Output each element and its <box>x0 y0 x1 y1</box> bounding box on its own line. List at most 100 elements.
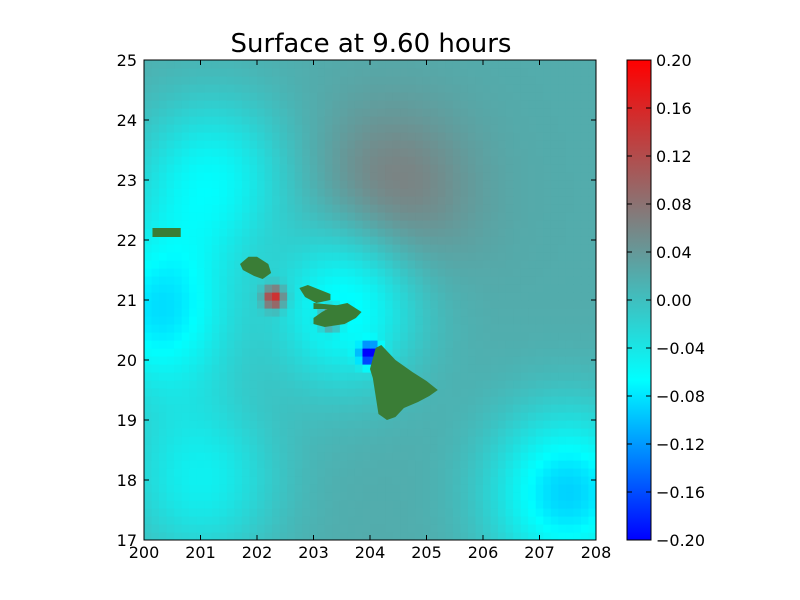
heatmap-cell <box>347 124 356 133</box>
heatmap-cell <box>588 92 596 101</box>
heatmap-cell <box>249 292 258 301</box>
heatmap-cell <box>392 172 401 181</box>
heatmap-cell <box>452 268 461 277</box>
heatmap-cell <box>196 84 205 93</box>
heatmap-cell <box>565 132 574 141</box>
heatmap-cell <box>294 436 303 445</box>
heatmap-cell <box>302 228 311 237</box>
heatmap-cell <box>309 260 318 269</box>
heatmap-cell <box>580 356 590 365</box>
heatmap-cell <box>241 132 251 141</box>
heatmap-cell <box>483 524 492 533</box>
heatmap-cell <box>309 140 318 149</box>
heatmap-cell <box>415 308 424 317</box>
heatmap-cell <box>347 204 356 213</box>
heatmap-cell <box>174 132 183 141</box>
heatmap-cell <box>362 196 371 205</box>
heatmap-cell <box>241 252 251 261</box>
heatmap-cell <box>498 476 507 485</box>
heatmap-cell <box>445 276 454 285</box>
heatmap-cell <box>249 316 258 325</box>
heatmap-cell <box>415 500 424 509</box>
heatmap-cell <box>279 396 288 405</box>
heatmap-cell <box>452 356 461 365</box>
heatmap-cell <box>362 140 371 149</box>
heatmap-cell <box>588 68 596 77</box>
heatmap-cell <box>226 84 235 93</box>
heatmap-cell <box>513 460 522 469</box>
x-tick-label: 205 <box>411 543 442 562</box>
heatmap-cell <box>309 420 318 429</box>
heatmap-cell <box>467 68 477 77</box>
heatmap-cell <box>385 276 394 285</box>
heatmap-cell <box>309 460 318 469</box>
heatmap-cell <box>226 108 235 117</box>
heatmap-cell <box>234 220 243 229</box>
heatmap-cell <box>422 324 431 333</box>
heatmap-cell <box>385 420 394 429</box>
heatmap-cell <box>445 316 454 325</box>
heatmap-cell <box>272 172 281 181</box>
heatmap-cell <box>445 332 454 341</box>
heatmap-cell <box>219 60 228 69</box>
heatmap-cell <box>445 164 454 173</box>
heatmap-cell <box>498 156 507 165</box>
heatmap-cell <box>174 460 183 469</box>
heatmap-cell <box>219 524 228 533</box>
heatmap-cell <box>257 428 266 437</box>
heatmap-cell <box>580 532 590 540</box>
heatmap-cell <box>483 396 492 405</box>
heatmap-cell <box>490 356 499 365</box>
heatmap-cell <box>580 204 590 213</box>
heatmap-cell <box>151 108 160 117</box>
heatmap-cell <box>422 436 431 445</box>
heatmap-cell <box>370 532 379 540</box>
heatmap-cell <box>339 76 348 85</box>
heatmap-cell <box>445 428 454 437</box>
heatmap-cell <box>144 204 153 213</box>
heatmap-cell <box>452 188 461 197</box>
colorbar: −0.20−0.16−0.12−0.08−0.040.000.040.080.1… <box>626 51 705 550</box>
heatmap-cell <box>362 452 371 461</box>
heatmap-cell <box>550 260 559 269</box>
heatmap-cell <box>588 260 596 269</box>
heatmap-cell <box>317 460 326 469</box>
heatmap-cell <box>445 348 454 357</box>
heatmap-cell <box>219 228 228 237</box>
heatmap-cell <box>181 532 190 540</box>
heatmap-cell <box>241 468 251 477</box>
heatmap-cell <box>588 484 596 493</box>
heatmap-cell <box>309 452 318 461</box>
heatmap-cell <box>430 300 439 309</box>
heatmap-cell <box>166 252 175 261</box>
heatmap-cell <box>400 252 409 261</box>
heatmap-cell <box>226 100 235 109</box>
heatmap-cell <box>257 156 266 165</box>
heatmap-cell <box>437 340 446 349</box>
heatmap-cell <box>204 404 213 413</box>
heatmap-cell <box>339 484 348 493</box>
heatmap-cell <box>415 492 424 501</box>
heatmap-cell <box>558 284 567 293</box>
heatmap-cell <box>505 388 514 397</box>
heatmap-cell <box>166 396 175 405</box>
heatmap-cell <box>294 444 303 453</box>
heatmap-cell <box>287 172 296 181</box>
heatmap-cell <box>550 532 559 540</box>
heatmap-cell <box>422 76 431 85</box>
heatmap-cell <box>196 220 205 229</box>
heatmap-cell <box>573 300 582 309</box>
heatmap-cell <box>422 148 431 157</box>
heatmap-cell <box>467 108 477 117</box>
heatmap-cell <box>279 524 288 533</box>
heatmap-cell <box>347 500 356 509</box>
heatmap-cell <box>573 460 582 469</box>
heatmap-cell <box>272 116 281 125</box>
heatmap-cell <box>226 396 235 405</box>
heatmap-cell <box>558 116 567 125</box>
heatmap-cell <box>257 220 266 229</box>
heatmap-cell <box>339 324 348 333</box>
heatmap-cell <box>219 388 228 397</box>
heatmap-cell <box>332 260 341 269</box>
heatmap-cell <box>400 452 409 461</box>
